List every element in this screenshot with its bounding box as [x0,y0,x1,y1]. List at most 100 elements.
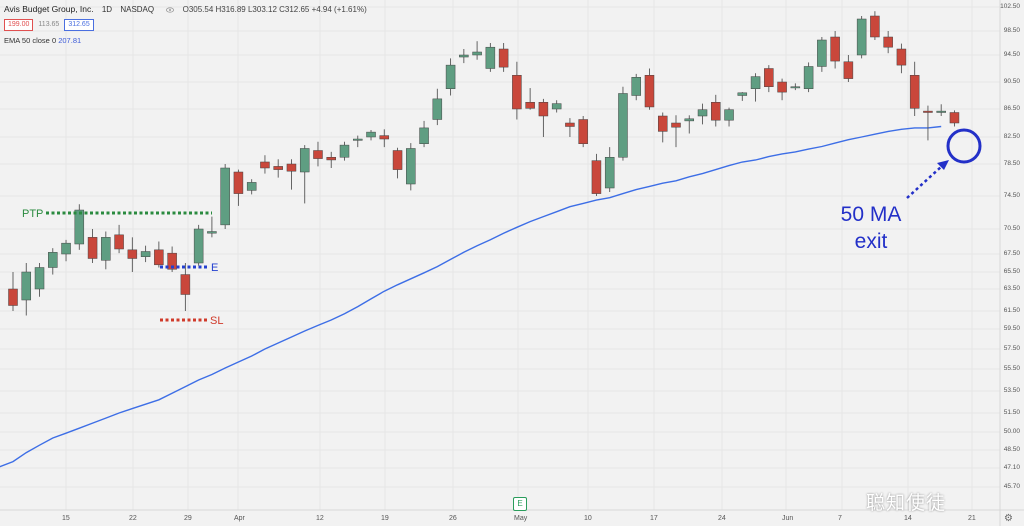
candle-up [631,77,641,96]
candle-up [817,39,827,67]
candle-up [299,148,310,173]
candle-up [406,148,416,185]
price-tick-label: 90.50 [1003,78,1020,85]
interval[interactable]: 1D [101,5,113,14]
candle-down [273,166,283,170]
candle-up [697,109,708,117]
exit-annotation: 50 MA exit [834,201,908,255]
candle-down [286,163,297,172]
candle-down [512,75,522,110]
candle-up [790,86,801,89]
price-tick-label: 67.50 [1003,250,1020,257]
candle-down [114,234,124,250]
price-tick-label: 63.50 [1003,285,1020,292]
time-tick-label: 10 [584,515,592,522]
gear-icon[interactable]: ⚙ [1004,513,1013,524]
candle-down [154,249,164,266]
candle-down [538,102,549,117]
candle-down [180,274,191,295]
grid [0,0,1000,510]
candle-up [856,18,867,56]
time-tick-label: 22 [129,515,137,522]
time-tick-label: 14 [904,515,912,522]
candle-down [260,161,270,169]
time-tick-label: 7 [838,515,842,522]
candle-down [87,237,98,259]
price-tick-label: 61.50 [1003,307,1020,314]
candle-down [896,48,907,66]
candle-up [803,66,814,89]
price-tick-label: 78.50 [1003,160,1020,167]
time-tick-label: Jun [782,515,794,522]
price-tick-label: 47.10 [1003,464,1020,471]
candle-up [61,242,71,255]
time-tick-label: May [514,515,528,522]
exit-line1: 50 MA [840,203,902,226]
candle-up [34,267,45,290]
candle-up [459,54,469,58]
price-tick-label: 70.50 [1003,225,1020,232]
candle-up [936,110,946,113]
candle-up [48,252,58,268]
candle-down [167,252,177,270]
time-tick-label: Apr [234,515,245,522]
candle-up [74,209,85,245]
price-tick-label: 102.50 [1000,3,1020,10]
price-tick-label: 55.50 [1003,365,1020,372]
candle-down [591,160,602,194]
time-tick-label: 15 [62,515,70,522]
candle-down [949,112,960,124]
ptp-label: PTP [22,208,44,220]
candle-up [207,231,217,234]
price-tick-label: 59.50 [1003,325,1020,332]
candle-up [724,109,734,121]
bid-button[interactable]: 199.00 [4,19,34,31]
candle-up [750,76,761,89]
earnings-flag-icon[interactable]: E [513,497,527,511]
candle-up [21,271,32,301]
candle-down [777,81,787,93]
candle-down [883,36,893,48]
candle-down [711,102,721,121]
eye-icon[interactable] [166,6,175,14]
price-tick-label: 74.50 [1003,192,1020,199]
candle-up [737,92,748,96]
symbol-name[interactable]: Avis Budget Group, Inc. [4,4,94,14]
candle-up [220,167,230,226]
time-tick-label: 26 [449,515,457,522]
candle-down [313,150,323,159]
trade-levels [46,211,212,322]
candle-up [353,138,363,141]
indicator-legend[interactable]: EMA 50 close 0 207.81 [4,36,81,45]
chart-header: Avis Budget Group, Inc. 1D NASDAQ O305.5… [4,4,373,14]
candle-up [485,46,496,69]
spread-value: 113.65 [38,21,60,28]
candle-up [366,131,376,138]
price-tick-label: 50.00 [1003,428,1020,435]
stop-loss-label: SL [210,315,224,327]
candle-up [101,237,111,261]
ohlc-values: O305.54 H316.89 L303.12 C312.65 +4.94 (+… [182,5,367,14]
ema-50-line [0,125,942,468]
candle-down [326,157,336,161]
price-tick-label: 51.50 [1003,409,1020,416]
candles [8,11,960,316]
exchange: NASDAQ [120,5,155,14]
time-tick-label: 29 [184,515,192,522]
indicator-value: 207.81 [58,36,82,45]
time-tick-label: 12 [316,515,324,522]
candle-down [233,171,244,194]
candle-up [432,98,443,120]
candle-down [657,115,668,132]
candle-down [909,75,920,109]
candle-down [843,61,854,79]
candle-down [830,36,840,62]
quote-row: 199.00 113.65 312.65 [4,19,97,31]
ask-button[interactable]: 312.65 [64,19,94,31]
time-tick-label: 24 [718,515,726,522]
exit-arrow [906,165,943,199]
candle-up [193,228,204,264]
price-tick-label: 65.50 [1003,268,1020,275]
candle-down [498,48,509,68]
